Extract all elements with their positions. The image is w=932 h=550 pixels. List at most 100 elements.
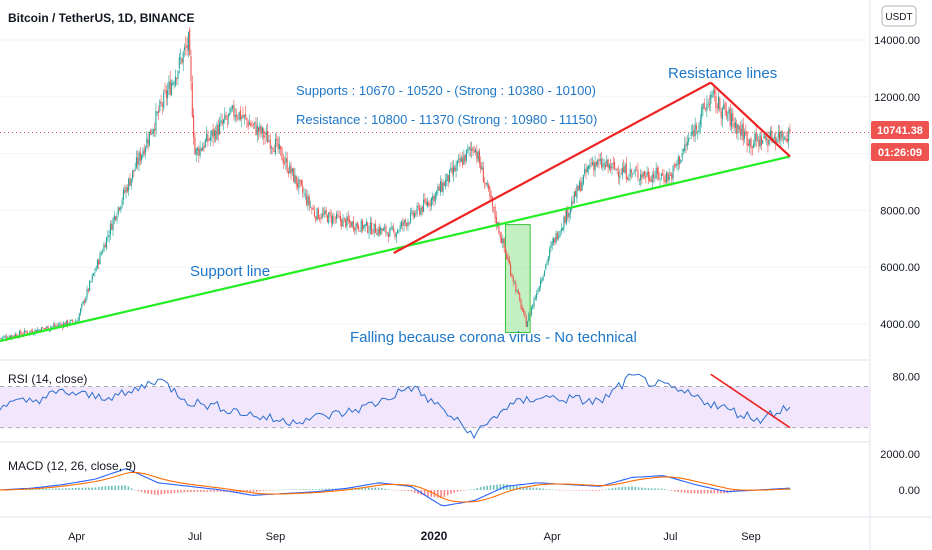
candle-body [786, 138, 788, 142]
candle-body [385, 225, 387, 234]
symbol-title[interactable]: Bitcoin / TetherUS, 1D, BINANCE [8, 11, 194, 25]
candle-body [317, 209, 319, 220]
candle-body [462, 158, 464, 166]
candle-body [233, 105, 235, 117]
macd-histogram-bar [585, 489, 587, 491]
candle-body [154, 129, 156, 131]
macd-histogram-bar [548, 489, 551, 490]
macd-histogram-bar [302, 489, 304, 490]
candle-body [658, 172, 660, 179]
rsi-trendline[interactable] [710, 373, 791, 429]
rsi-indicator: 80.00 [0, 371, 920, 440]
candle-body [91, 275, 93, 281]
resistance-annotation[interactable]: Resistance : 10800 - 11370 (Strong : 109… [296, 112, 597, 127]
candle-body [442, 182, 444, 193]
candle-body [585, 169, 587, 173]
macd-title[interactable]: MACD (12, 26, close, 9) [8, 459, 136, 473]
candle-body [230, 109, 232, 111]
candle-body [419, 207, 421, 215]
macd-histogram-bar [637, 487, 640, 490]
candle-body [333, 217, 335, 219]
corona-annotation[interactable]: Falling because corona virus - No techni… [350, 329, 637, 346]
candle-body [432, 196, 434, 200]
candle-body [463, 155, 465, 165]
candlestick-series [0, 26, 791, 342]
macd-indicator: 2000.00 0.00 [0, 449, 920, 507]
macd-histogram-bar [673, 489, 676, 492]
candle-body [502, 238, 504, 243]
candle-body [207, 134, 209, 142]
candle-body [520, 299, 522, 309]
macd-histogram-bar [186, 489, 189, 493]
candle-body [252, 123, 254, 125]
macd-histogram-bar [427, 489, 429, 497]
candle-body [261, 127, 264, 134]
candle-body [695, 125, 697, 130]
macd-histogram-bar [315, 489, 317, 490]
candle-body [624, 165, 626, 173]
candle-body [222, 119, 225, 124]
candle-body [382, 228, 384, 231]
candle-body [25, 330, 27, 333]
candle-body [78, 313, 80, 321]
candle-body [586, 167, 588, 172]
candle-body [131, 170, 134, 179]
candle-body [352, 221, 354, 230]
candle-body [594, 162, 596, 171]
candle-body [102, 251, 104, 254]
rsi-title[interactable]: RSI (14, close) [8, 372, 87, 386]
macd-histogram-bar [407, 489, 409, 491]
resistance-trendline-rising[interactable] [393, 81, 712, 254]
candle-body [584, 168, 586, 175]
macd-histogram-bar [680, 489, 683, 493]
candle-body [332, 216, 334, 225]
resistance-trendline-falling[interactable] [709, 81, 791, 158]
candle-body [80, 308, 82, 314]
macd-histogram-bar [509, 485, 512, 490]
candle-body [777, 132, 779, 138]
resistance-lines-annotation[interactable]: Resistance lines [668, 65, 777, 82]
candle-body [603, 163, 605, 165]
currency-button[interactable] [881, 5, 917, 27]
candle-body [35, 330, 37, 333]
candle-body [198, 148, 200, 156]
macd-histogram-bar [88, 487, 90, 490]
candle-body [642, 172, 644, 177]
candle-body [640, 174, 642, 181]
candle-body [559, 231, 561, 237]
candle-body [459, 157, 461, 163]
time-tick-label: Apr [544, 531, 561, 543]
candle-body [582, 174, 584, 184]
candle-body [54, 324, 56, 327]
candle-body [637, 170, 639, 178]
candle-body [307, 196, 309, 206]
candle-body [135, 157, 137, 168]
candle-body [339, 216, 341, 222]
macd-histogram-bar [654, 488, 656, 490]
macd-histogram-bar [180, 489, 182, 493]
trendlines[interactable] [0, 81, 791, 343]
supports-annotation[interactable]: Supports : 10670 - 10520 - (Strong : 103… [296, 83, 596, 98]
candle-body [706, 104, 708, 111]
macd-histogram-bar [697, 489, 699, 494]
candle-body [517, 290, 519, 294]
candle-body [0, 338, 2, 340]
candle-body [597, 159, 599, 166]
candle-body [199, 147, 201, 156]
macd-histogram-bar [259, 489, 261, 492]
candle-body [221, 121, 223, 124]
candle-body [124, 190, 126, 193]
candle-body [467, 149, 469, 151]
candle-body [519, 293, 521, 300]
candle-body [190, 56, 192, 82]
support-line-annotation[interactable]: Support line [190, 263, 270, 280]
support-trendline[interactable] [0, 155, 791, 343]
macd-histogram-bar [176, 489, 179, 493]
candle-body [634, 170, 636, 172]
candle-body [363, 225, 365, 229]
candle-body [747, 143, 749, 146]
candle-body [616, 168, 618, 171]
candle-body [217, 124, 219, 136]
